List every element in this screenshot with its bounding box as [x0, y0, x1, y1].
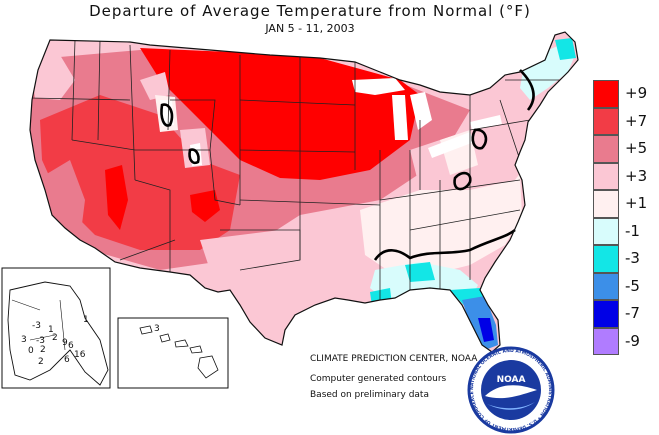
legend-swatch	[593, 190, 619, 218]
legend-swatch	[593, 245, 619, 273]
legend-label: -7	[625, 304, 640, 322]
legend-item: +7	[593, 107, 657, 135]
legend-label: +1	[625, 194, 648, 212]
credit-line-2: Computer generated contours	[310, 374, 447, 384]
noaa-logo-text: NOAA	[497, 375, 526, 385]
alaska-value-label: -3	[36, 336, 45, 346]
legend-label: +5	[625, 139, 648, 157]
alaska-value-label: 2	[38, 357, 44, 367]
legend-label: -5	[625, 276, 640, 295]
credit-line-1: CLIMATE PREDICTION CENTER, NOAA	[310, 354, 478, 364]
alaska-value-label: 0	[28, 346, 34, 356]
alaska-value-label: 9	[62, 338, 68, 348]
legend-swatch	[593, 327, 619, 355]
zero-contours	[160, 69, 535, 261]
hawaii-value-label: 3	[154, 324, 160, 334]
noaa-logo: NOAA NATIONAL OCEANIC AND ATMOSPHERIC AD…	[467, 346, 555, 434]
legend-item: -7	[593, 300, 657, 328]
alaska-value-label: 3	[21, 335, 27, 345]
legend-item: +9	[593, 80, 657, 108]
alaska-value-label: 2	[40, 345, 46, 355]
alaska-value-label: -3	[32, 321, 41, 331]
alaska-value-label: 1	[83, 315, 89, 325]
map-title: Departure of Average Temperature from No…	[89, 2, 531, 20]
legend-swatch	[593, 217, 619, 245]
credit-line-3: Based on preliminary data	[310, 390, 429, 400]
legend-item: +3	[593, 162, 657, 190]
legend-label: -3	[625, 249, 640, 267]
legend-swatch	[593, 300, 619, 328]
legend-item: -3	[593, 245, 657, 273]
alaska-value-label: 2	[52, 333, 58, 343]
legend-label: -1	[625, 221, 640, 240]
legend-label: +9	[625, 84, 648, 102]
legend-item: +5	[593, 135, 657, 163]
legend-label: -9	[625, 331, 640, 350]
legend-swatch	[593, 272, 619, 300]
legend-item: -1	[593, 217, 657, 245]
legend-label: +7	[625, 111, 648, 130]
hawaii-inset	[117, 317, 229, 389]
legend-label: +3	[625, 166, 648, 185]
map-subtitle: JAN 5 - 11, 2003	[265, 22, 355, 35]
legend-item: +1	[593, 190, 657, 218]
alaska-value-label: 6	[68, 341, 74, 351]
state-boundaries	[30, 39, 560, 300]
alaska-inset	[1, 267, 111, 389]
legend: +9 +7 +5 +3 +1 -1 -3 -5 -7 -9	[593, 80, 657, 355]
alaska-value-label: 6	[64, 355, 70, 365]
legend-swatch	[593, 80, 619, 108]
legend-item: -5	[593, 272, 657, 300]
legend-swatch	[593, 107, 619, 135]
legend-item: -9	[593, 327, 657, 355]
hawaii-labels: 3	[154, 324, 160, 334]
alaska-value-label: 16	[74, 350, 86, 360]
legend-swatch	[593, 162, 619, 190]
us-outline	[29, 31, 579, 353]
legend-swatch	[593, 135, 619, 163]
alaska-value-label: 1	[48, 325, 54, 335]
